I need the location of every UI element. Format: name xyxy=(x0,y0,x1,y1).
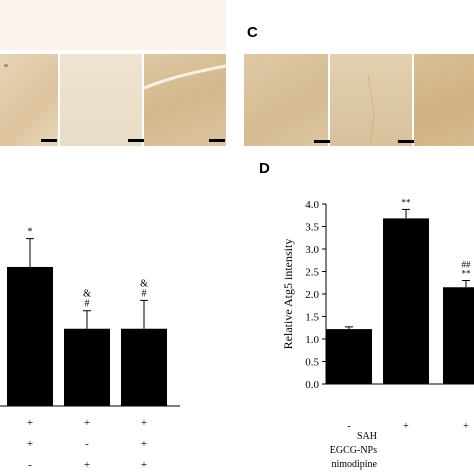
significance-mark: & xyxy=(83,289,91,300)
condition-mark: + xyxy=(403,421,409,428)
condition-mark: + xyxy=(141,438,147,450)
significance-mark: ** xyxy=(402,197,412,207)
y-tick-label: 2.5 xyxy=(305,267,319,279)
scale-bar xyxy=(314,140,330,143)
micrograph-c-2 xyxy=(330,54,412,146)
bar xyxy=(121,328,167,406)
left-bar-chart: *&#&#+ + ++ - +- + + xyxy=(0,227,180,470)
micrograph-left-3 xyxy=(144,54,226,146)
bar xyxy=(443,287,474,384)
y-tick-label: 0.5 xyxy=(305,357,319,369)
atg5-bar-chart: 0.0 0.5 1.0 1.5 2.0 2.5 3.0 3.5 4.0 Relative Atg5… xyxy=(281,197,474,428)
condition-mark: + xyxy=(84,459,90,470)
micrograph-c-3 xyxy=(414,54,474,146)
significance-mark: * xyxy=(28,227,33,238)
condition-mark: + xyxy=(27,417,33,429)
y-tick-label: 3.0 xyxy=(305,244,319,256)
condition-label-sah: SAH xyxy=(356,431,377,442)
y-tick-label: 1.5 xyxy=(305,312,319,324)
bar xyxy=(326,329,372,384)
bar xyxy=(7,266,53,406)
scale-bar xyxy=(398,140,414,143)
panel-label-c: C xyxy=(247,24,258,41)
y-tick-label: 0.0 xyxy=(305,379,319,391)
condition-mark: + xyxy=(141,459,147,470)
micrograph-left-1 xyxy=(0,54,58,146)
y-tick-label: 3.5 xyxy=(305,222,319,234)
scale-bar xyxy=(128,139,144,142)
significance-mark: ## xyxy=(462,260,472,270)
condition-mark: - xyxy=(28,459,32,470)
cropped-panel-top xyxy=(0,0,226,50)
panel-label-d: D xyxy=(259,160,270,177)
significance-mark: & xyxy=(140,278,148,289)
condition-label-nimodipine: nimodipine xyxy=(331,459,377,470)
y-tick-label: 4.0 xyxy=(305,199,319,211)
micrograph-c-1 xyxy=(244,54,328,146)
significance-mark: ** xyxy=(462,269,472,279)
condition-mark: + xyxy=(27,438,33,450)
bar xyxy=(383,218,429,384)
significance-mark: # xyxy=(142,288,147,299)
micrograph-left-2 xyxy=(60,54,142,146)
significance-mark: # xyxy=(85,299,90,310)
condition-mark: - xyxy=(347,421,350,428)
scale-bar xyxy=(41,139,57,142)
condition-mark: + xyxy=(84,417,90,429)
condition-mark: + xyxy=(463,421,469,428)
scale-bar xyxy=(209,139,225,142)
condition-label-egcg-nps: EGCG-NPs xyxy=(329,445,377,456)
condition-mark: - xyxy=(85,438,89,450)
y-axis-title: Relative Atg5 intensity xyxy=(281,239,295,350)
condition-mark: + xyxy=(141,417,147,429)
y-tick-label: 1.0 xyxy=(305,334,319,346)
y-tick-label: 2.0 xyxy=(305,289,319,301)
bar xyxy=(64,328,110,406)
